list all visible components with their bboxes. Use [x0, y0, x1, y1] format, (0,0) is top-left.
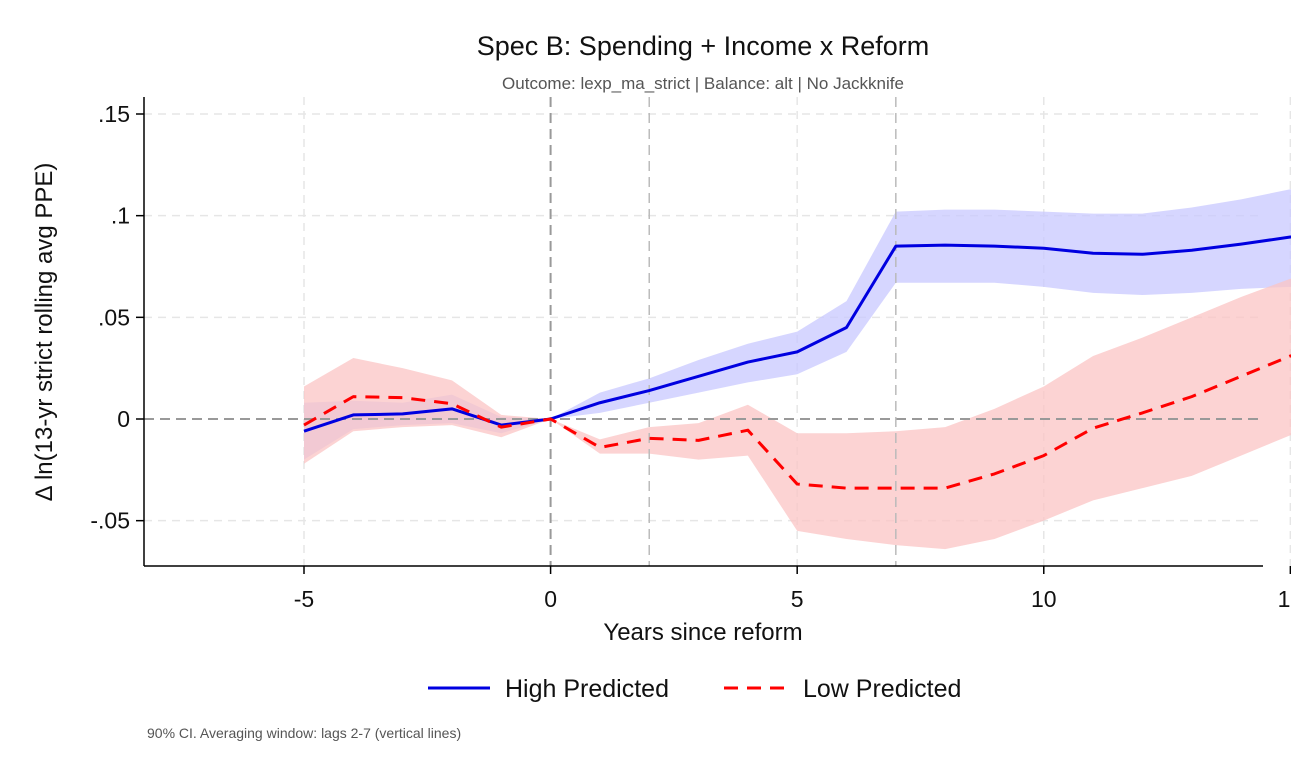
x-tick-label: 10: [1031, 586, 1057, 612]
y-tick-label: .15: [98, 101, 130, 127]
ci-band-high-predicted: [304, 189, 1291, 460]
y-tick-label: .1: [111, 203, 130, 229]
chart-subtitle: Outcome: lexp_ma_strict | Balance: alt |…: [502, 74, 904, 93]
axes: -.05 0 .05 .1 .15 -5 0 5 10 15: [90, 97, 1291, 612]
legend-label-low-predicted: Low Predicted: [803, 675, 961, 703]
y-axis-label: Δ ln(13-yr strict rolling avg PPE): [31, 163, 58, 502]
x-tick-label: -5: [294, 586, 314, 612]
legend: High Predicted Low Predicted: [428, 675, 961, 703]
chart-title: Spec B: Spending + Income x Reform: [477, 31, 930, 61]
ci-band-low-predicted: [304, 278, 1291, 550]
x-axis-label: Years since reform: [603, 619, 802, 646]
chart-note: 90% CI. Averaging window: lags 2-7 (vert…: [147, 725, 461, 741]
legend-label-high-predicted: High Predicted: [505, 675, 669, 703]
y-tick-label: .05: [98, 304, 130, 330]
grid-layer: [144, 97, 1291, 566]
y-tick-label: -.05: [90, 508, 130, 534]
x-tick-label: 0: [544, 586, 557, 612]
series-line-low-predicted: [303, 354, 1291, 490]
y-tick-label: 0: [117, 406, 130, 432]
x-tick-label: 5: [791, 586, 804, 612]
reference-lines: [144, 97, 1263, 566]
confidence-bands: [304, 189, 1291, 550]
series-lines: [303, 235, 1291, 490]
x-tick-label: 15: [1278, 586, 1291, 612]
